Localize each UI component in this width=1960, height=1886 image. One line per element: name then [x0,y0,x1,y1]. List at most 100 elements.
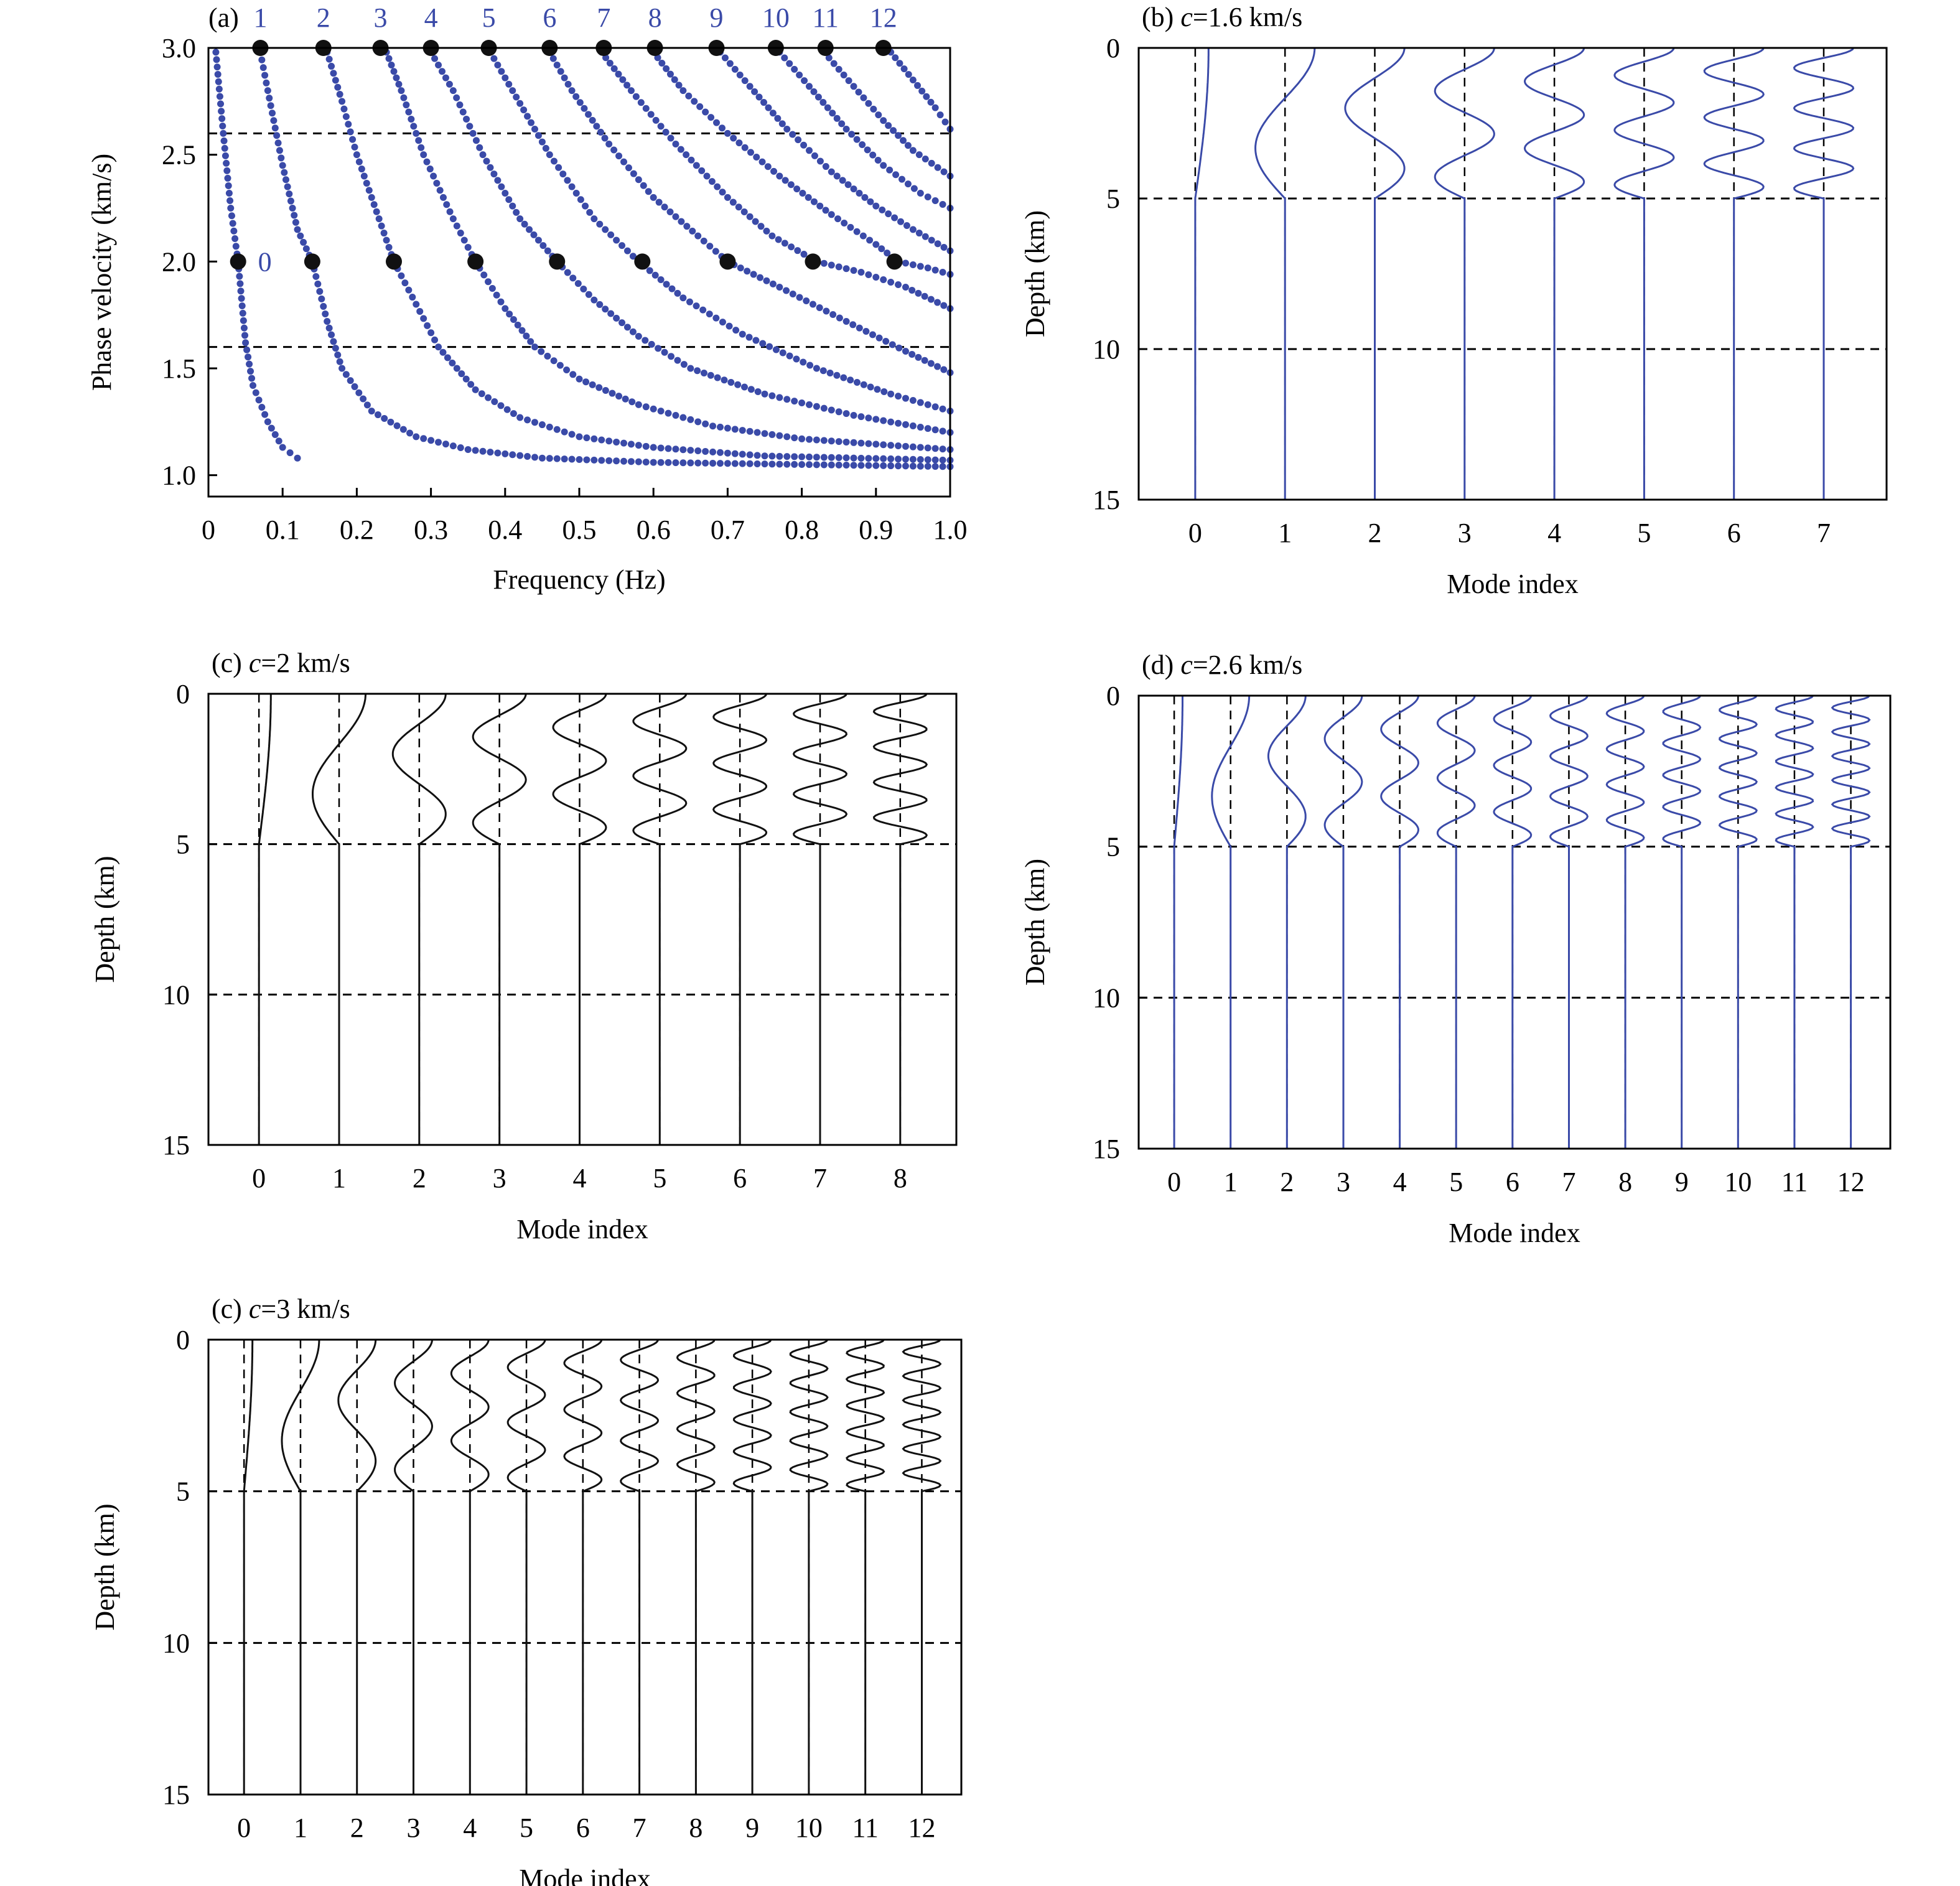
panel-a-point [726,322,733,330]
panel-a-point [840,71,847,78]
panel-a-point [917,444,924,451]
panel-a-point [885,122,892,129]
panel-a-point [902,455,909,463]
panel-a-point [665,409,672,417]
panel-a-point [605,457,613,464]
panel-c2-xtick-label: 1 [294,1813,307,1843]
panel-a-point [449,215,457,223]
panel-a-point [844,181,852,189]
panel-a-series-mode-5 [487,49,954,415]
panel-d-ytick-label: 10 [1093,983,1120,1013]
panel-a-point [685,92,693,100]
panel-a-point [875,111,882,119]
panel-a-point [769,110,777,117]
panel-a-point [668,353,675,360]
panel-a-point [334,83,342,91]
panel-a-point [657,444,665,452]
panel-c1-mode-curve [258,694,272,1145]
panel-a-point [674,357,681,364]
panel-a-point [754,388,762,395]
panel-a-point [328,62,335,70]
panel-a-point [864,146,871,154]
panel-a-point [835,65,842,73]
panel-c2-mode-curve [506,1339,546,1795]
panel-d-title-var: c [1180,650,1193,680]
panel-c1-xtick-label: 2 [413,1163,426,1193]
panel-a-point [910,185,918,192]
panel-a-point [781,54,788,62]
panel-a-point [345,121,352,128]
panel-a-point [829,110,836,117]
panel-a-point [322,310,329,317]
panel-a-point [820,404,828,412]
panel-a-point [576,375,583,383]
panel-a-point [724,449,731,457]
panel-a-point [576,455,583,463]
panel-a-point [546,455,553,462]
panel-c2-xtick-label: 7 [633,1813,646,1843]
panel-a-point [586,208,594,216]
panel-a-point [330,338,337,345]
panel-a-ytick-label: 3.0 [162,33,196,63]
panel-b-mode-curve [1194,48,1210,500]
panel-a-highlight-point [805,253,821,270]
panel-c2-frame [207,1338,963,1796]
panel-a-point [222,152,229,159]
panel-a-point [872,441,880,448]
panel-a-point [755,93,763,101]
panel-a-point [741,77,749,85]
panel-a-point [300,238,307,246]
panel-a-point [582,202,589,210]
panel-a-point [413,301,420,308]
panel-a-point [887,442,895,449]
panel-c2-label: (c) [212,1294,242,1324]
panel-a-point [568,455,576,463]
panel-a-point [453,365,460,372]
panel-a-point [576,433,583,441]
panel-a-point [702,459,709,467]
panel-a-point [459,108,467,116]
panel-a-point [860,94,867,101]
panel-a-point [453,222,460,230]
panel-c2-xtick-label: 6 [576,1813,590,1843]
panel-a-point [328,331,335,338]
panel-a-point [302,245,310,253]
panel-d-mode-curve [1718,695,1758,1149]
panel-c1-mode-curve [792,693,848,1145]
panel-a-point [460,236,468,244]
panel-a-point [700,369,707,376]
panel-a-point [258,56,266,63]
panel-a-point [490,55,498,62]
panel-a-point [713,119,721,126]
panel-a-point [939,456,946,464]
panel-a-point [939,405,946,413]
panel-a-point [805,194,812,201]
panel-a-point [836,314,843,322]
panel-a-point [457,230,464,237]
panel-a-point [924,444,931,452]
panel-b-mode-curve [1523,47,1585,500]
panel-a-highlight-point [467,253,484,270]
panel-c1-label: (c) [212,648,242,678]
panel-a-point [895,132,902,139]
panel-a-point [467,381,475,388]
panel-a-point [887,390,895,398]
panel-c1-mode-curve [391,693,447,1145]
panel-a-point [576,99,584,106]
panel-a-point [904,142,912,149]
panel-a-point [237,287,245,295]
panel-a-point [273,132,281,139]
panel-a-point [746,83,754,90]
panel-a-point [677,146,684,153]
panel-a-point [629,253,637,260]
panel-a-point [557,68,564,75]
panel-a-point [709,448,717,455]
panel-a-point [828,454,835,461]
panel-a-label: (a) [208,2,239,33]
panel-c1-ytick-label: 15 [162,1130,190,1160]
panel-a-point [687,365,694,372]
panel-a-point [446,80,453,88]
panel-a-point [842,438,850,446]
panel-d-xlabel: Mode index [1449,1218,1580,1248]
